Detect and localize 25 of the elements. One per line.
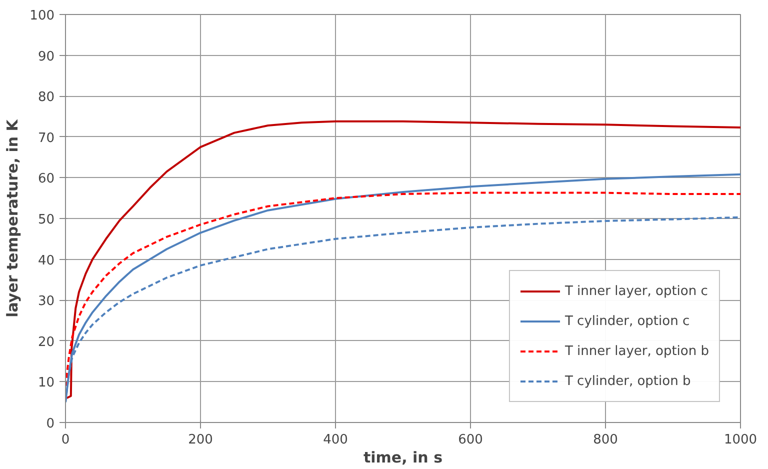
x-tick-label: 600 [458, 432, 483, 448]
x-tick-label: 0 [61, 432, 70, 448]
legend-label: T cylinder, option b [564, 374, 691, 388]
x-tick-label: 800 [593, 432, 618, 448]
x-tick-label: 1000 [724, 432, 758, 448]
legend-label: T inner layer, option c [564, 284, 708, 298]
y-tick-label: 70 [38, 130, 55, 146]
line-series [66, 192, 740, 387]
y-tick-label: 20 [38, 334, 55, 350]
y-tick-label: 90 [38, 49, 55, 64]
x-tick-label: 400 [323, 432, 348, 448]
legend-label: T cylinder, option c [564, 314, 690, 328]
y-tick-label: 30 [38, 294, 55, 310]
y-axis-title: layer temperature, in K [4, 118, 22, 318]
y-tick-label: 100 [30, 8, 55, 24]
line-series [66, 120, 740, 400]
x-axis-title: time, in s [363, 448, 443, 466]
legend-label: T inner layer, option b [564, 344, 709, 358]
y-tick-label: 60 [38, 172, 55, 187]
x-tick-label: 200 [188, 432, 213, 448]
y-tick-label: 50 [38, 212, 55, 228]
y-tick-label: 10 [38, 376, 55, 391]
y-tick-label: 0 [46, 416, 55, 432]
y-tick-label: 80 [38, 90, 55, 106]
y-tick-label: 40 [38, 253, 55, 268]
